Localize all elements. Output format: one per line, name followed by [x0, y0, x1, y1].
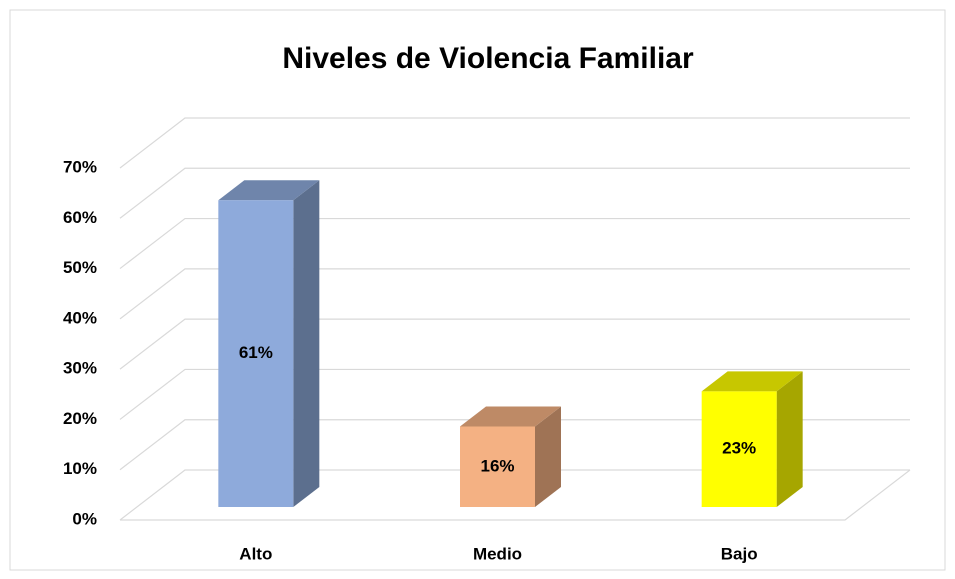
bar	[460, 406, 561, 507]
floor-edge	[120, 469, 911, 521]
grid-line	[119, 368, 910, 420]
chart-title: Niveles de Violencia Familiar	[282, 42, 694, 75]
y-tick-label: 10%	[63, 459, 97, 478]
grid-line	[119, 469, 910, 521]
y-tick-label: 40%	[63, 308, 97, 327]
bar-side	[293, 180, 320, 507]
grid-line	[119, 318, 910, 370]
data-label: 16%	[480, 456, 514, 475]
bar-top	[460, 406, 561, 427]
bar	[701, 371, 803, 507]
grid-line	[119, 117, 910, 169]
bar-side	[535, 406, 561, 507]
grid-line	[119, 268, 910, 320]
y-tick-label: 60%	[63, 208, 97, 227]
data-label: 61%	[239, 343, 273, 362]
bar-front	[701, 391, 777, 507]
x-tick-label: Bajo	[721, 544, 758, 563]
y-tick-label: 70%	[63, 157, 97, 176]
x-tick-label: Alto	[239, 544, 272, 563]
grid-line	[119, 167, 910, 219]
bar-front	[218, 200, 294, 507]
bar-top	[701, 371, 803, 392]
bar-front	[460, 426, 535, 507]
grid-line	[119, 419, 910, 471]
y-tick-label: 0%	[72, 509, 97, 528]
x-tick-label: Medio	[473, 544, 522, 563]
data-label: 23%	[722, 439, 756, 458]
y-tick-label: 50%	[63, 258, 97, 277]
y-tick-label: 30%	[63, 359, 97, 378]
grid-line	[119, 217, 910, 270]
bar	[218, 180, 320, 507]
bar-top	[218, 180, 320, 201]
y-tick-label: 20%	[63, 409, 97, 428]
bar-side	[776, 371, 803, 507]
